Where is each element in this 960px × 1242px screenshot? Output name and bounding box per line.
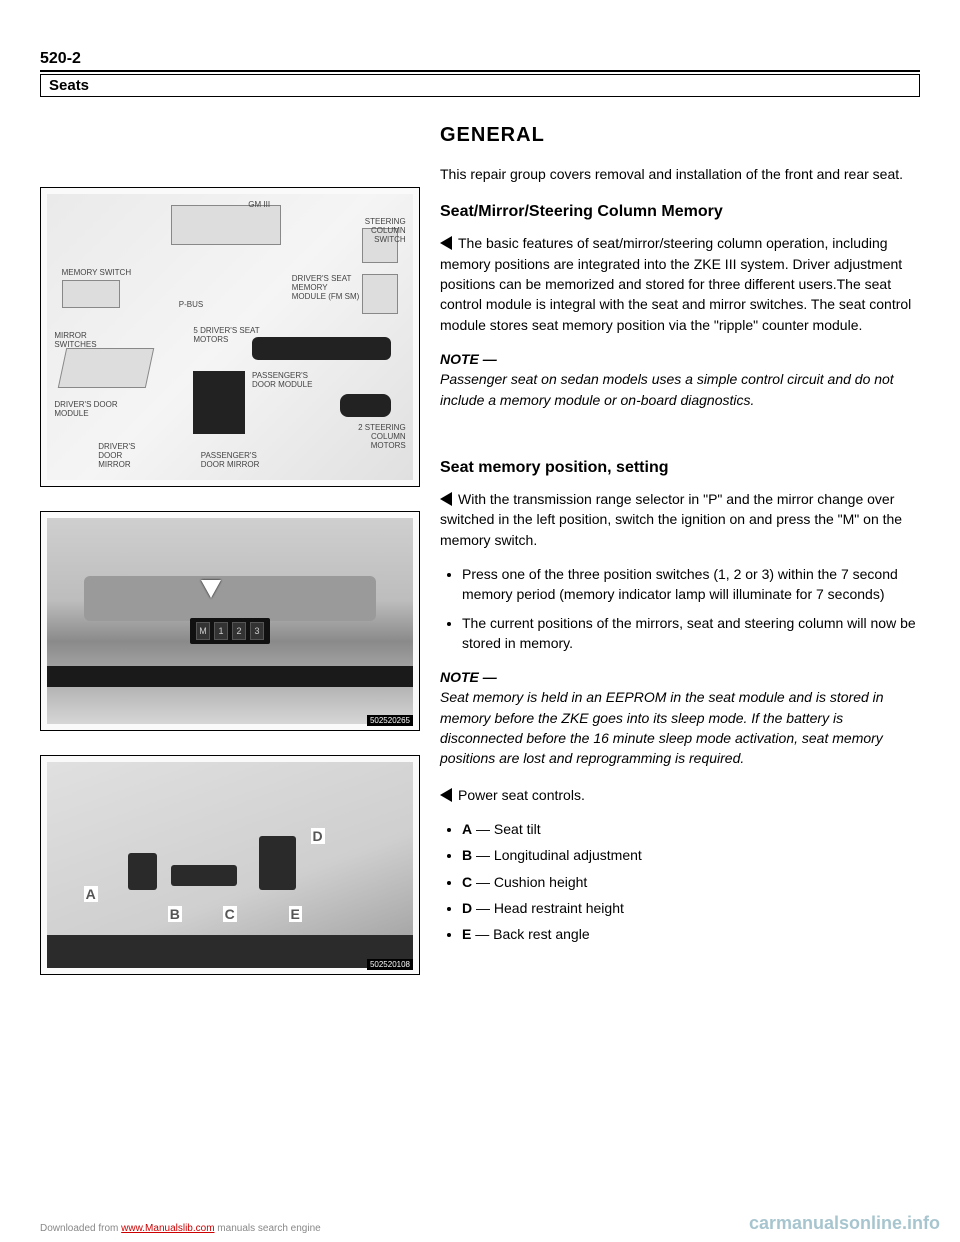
image-id-2: 502520265: [367, 715, 413, 726]
note-head-2: NOTE —: [440, 667, 920, 687]
label-pass-mirror: PASSENGER'S DOOR MIRROR: [201, 451, 261, 469]
control-de-shape: [259, 836, 296, 890]
seat-motors-row: [252, 337, 391, 360]
diagram-memory-switch-photo: M 1 2 3 502520265: [40, 511, 420, 731]
content-columns: GM III STEERING COLUMN SWITCH DRIVER'S S…: [40, 121, 920, 999]
setting-paragraph: With the transmission range selector in …: [440, 489, 920, 550]
diagram-3-canvas: A B C D E: [47, 762, 413, 968]
memory-button-2: 2: [232, 622, 246, 640]
section-title-box: Seats: [40, 74, 920, 97]
label-pbus: P-BUS: [179, 300, 203, 309]
steer-motors: [340, 394, 391, 417]
heading-general: GENERAL: [440, 121, 920, 150]
control-c-text: — Cushion height: [472, 874, 587, 890]
setting-bullet-2: The current positions of the mirrors, se…: [462, 613, 920, 654]
control-b-text: — Longitudinal adjustment: [472, 847, 642, 863]
heading-memory: Seat/Mirror/Steering Column Memory: [440, 200, 920, 223]
footer-link[interactable]: www.Manualslib.com: [121, 1223, 214, 1234]
note-body-1: Passenger seat on sedan models uses a si…: [440, 369, 920, 410]
setting-bullet-1: Press one of the three position switches…: [462, 564, 920, 605]
setting-bullets: Press one of the three position switches…: [440, 564, 920, 653]
trim-bar: [47, 666, 413, 687]
control-c: C — Cushion height: [462, 872, 920, 892]
diagram-system-memory: GM III STEERING COLUMN SWITCH DRIVER'S S…: [40, 187, 420, 487]
memory-button-row: M 1 2 3: [190, 618, 270, 644]
label-steering-sw: STEERING COLUMN SWITCH: [346, 217, 406, 244]
diagram-seat-controls-photo: A B C D E 502520108: [40, 755, 420, 975]
watermark: carmanualsonline.info: [749, 1213, 940, 1234]
arrow-down-icon: [201, 580, 221, 598]
left-column: GM III STEERING COLUMN SWITCH DRIVER'S S…: [40, 121, 420, 999]
label-drivers-seat-mod: DRIVER'S SEAT MEMORY MODULE (FM SM): [292, 274, 362, 301]
diagram-1-canvas: GM III STEERING COLUMN SWITCH DRIVER'S S…: [47, 194, 413, 480]
footer-left: Downloaded from www.Manualslib.com manua…: [40, 1223, 321, 1234]
label-drv-mirror: DRIVER'S DOOR MIRROR: [98, 442, 148, 469]
control-a: A — Seat tilt: [462, 819, 920, 839]
pass-door-module: [193, 371, 244, 434]
callout-e: E: [289, 906, 302, 922]
pointer-left-icon: [440, 236, 452, 250]
page-number: 520-2: [40, 50, 920, 68]
control-e-text: — Back rest angle: [471, 926, 589, 942]
setting-text: With the transmission range selector in …: [440, 491, 902, 548]
controls-lead: Power seat controls.: [440, 785, 920, 805]
label-drv-door-mod: DRIVER'S DOOR MODULE: [54, 400, 124, 418]
right-column: GENERAL This repair group covers removal…: [440, 121, 920, 999]
gm-module: [171, 205, 281, 245]
label-mirror-sw: MIRROR SWITCHES: [54, 331, 114, 349]
heading-setting: Seat memory position, setting: [440, 456, 920, 479]
callout-c: C: [223, 906, 237, 922]
divider-top: [40, 70, 920, 72]
control-b: B — Longitudinal adjustment: [462, 845, 920, 865]
callout-a: A: [84, 886, 98, 902]
pointer-left-icon: [440, 788, 452, 802]
label-mem-sw: MEMORY SWITCH: [62, 268, 131, 277]
label-pass-door-mod: PASSENGER'S DOOR MODULE: [252, 371, 322, 389]
trim-bar-3: [47, 935, 413, 968]
door-handle-recess: [84, 576, 377, 621]
memory-button-m: M: [196, 622, 210, 640]
control-d-text: — Head restraint height: [472, 900, 624, 916]
drivers-seat-module: [362, 274, 399, 314]
control-e: E — Back rest angle: [462, 924, 920, 944]
label-gm: GM III: [248, 200, 270, 209]
memory-switch-module: [62, 280, 121, 309]
label-steer-motors: 2 STEERING COLUMN MOTORS: [336, 423, 406, 450]
memory-button-3: 3: [250, 622, 264, 640]
memory-button-1: 1: [214, 622, 228, 640]
pointer-left-icon: [440, 492, 452, 506]
callout-b: B: [168, 906, 182, 922]
control-a-text: — Seat tilt: [472, 821, 540, 837]
image-id-3: 502520108: [367, 959, 413, 970]
control-bc-shape: [171, 865, 237, 886]
control-d: D — Head restraint height: [462, 898, 920, 918]
mirror-switches: [57, 348, 153, 388]
note-head-1: NOTE —: [440, 349, 920, 369]
diagram-2-canvas: M 1 2 3: [47, 518, 413, 724]
memory-paragraph: The basic features of seat/mirror/steeri…: [440, 233, 920, 334]
controls-lead-text: Power seat controls.: [458, 787, 585, 803]
note-body-2: Seat memory is held in an EEPROM in the …: [440, 687, 920, 768]
intro-paragraph: This repair group covers removal and ins…: [440, 164, 920, 184]
callout-d: D: [311, 828, 325, 844]
control-a-shape: [128, 853, 157, 890]
controls-list: A — Seat tilt B — Longitudinal adjustmen…: [440, 819, 920, 944]
memory-text: The basic features of seat/mirror/steeri…: [440, 235, 911, 332]
